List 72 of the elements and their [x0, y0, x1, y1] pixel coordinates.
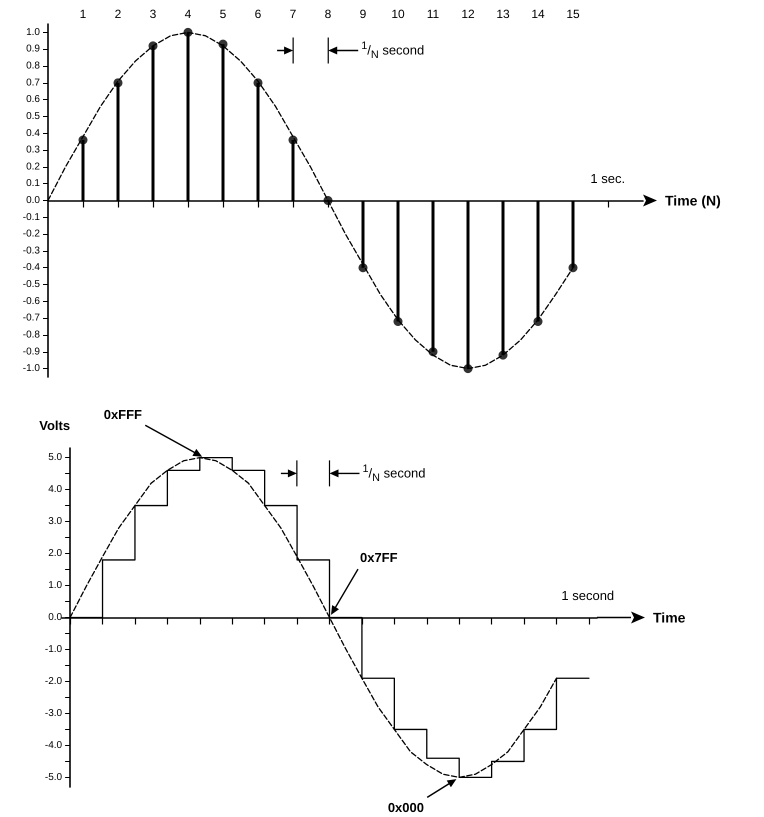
y-tick-label: 0.3 [26, 144, 40, 156]
point [464, 364, 472, 374]
x-tick-label: 13 [496, 7, 510, 21]
x-tick-label: 15 [566, 7, 580, 21]
x-tick-label: 5 [220, 7, 227, 21]
y-axis-title: Volts [39, 418, 70, 433]
x-tick-label: 9 [360, 7, 367, 21]
annotation: $^{1}$/$_{N}$ second [361, 38, 424, 63]
y-tick-label: -3.0 [44, 708, 63, 719]
y-tick-label: -0.1 [22, 212, 40, 223]
x-axis-title: Time (N) [665, 192, 721, 208]
y-tick-label: -1.0 [22, 363, 40, 374]
y-tick-label: -0.9 [22, 346, 40, 358]
x-tick-label: 12 [461, 7, 475, 21]
point [114, 78, 122, 88]
x-tick-label: 3 [150, 7, 157, 21]
annotation: 0x7FF [360, 550, 398, 566]
y-tick-label: -0.6 [22, 296, 40, 307]
point [148, 41, 158, 50]
text: 0xFFF [104, 407, 142, 424]
x-tick-label: 14 [531, 7, 545, 21]
annotation: 1 second [561, 588, 614, 604]
point [428, 347, 438, 356]
y-tick-label: 0.0 [26, 195, 40, 206]
x-tick-label: 1 [80, 7, 87, 21]
y-tick-label: 0.7 [26, 77, 40, 88]
y-tick-label: -0.8 [22, 329, 40, 340]
y-tick-label: 5.0 [48, 452, 63, 464]
y-tick-label: -0.2 [22, 228, 40, 240]
y-tick-label: 0.6 [26, 94, 40, 106]
point [358, 263, 368, 272]
y-tick-label: 2.0 [48, 548, 63, 560]
y-tick-label: 0.0 [48, 612, 63, 623]
text: 0x000 [388, 800, 424, 816]
y-tick-label: -5.0 [44, 772, 63, 783]
x-tick-label: 11 [426, 7, 440, 21]
y-tick-label: 3.0 [48, 516, 63, 528]
annotation: 1 sec. [590, 170, 626, 186]
point [534, 317, 542, 326]
point [184, 28, 192, 37]
y-tick-label: 0.4 [26, 128, 40, 139]
x-tick-label: 10 [391, 7, 405, 21]
point [218, 40, 228, 49]
y-tick-label: -0.7 [22, 312, 40, 324]
y-tick-label: 0.9 [26, 44, 40, 55]
y-tick-label: -0.4 [22, 262, 40, 274]
y-tick-label: -4.0 [44, 740, 63, 751]
x-tick-label: 6 [254, 7, 262, 21]
y-tick-label: 0.1 [26, 178, 40, 190]
y-tick-label: 0.8 [26, 60, 40, 72]
y-tick-label: 1.0 [48, 580, 63, 592]
y-tick-label: 1.0 [26, 26, 40, 38]
point [498, 350, 508, 360]
point [254, 78, 262, 88]
y-tick-label: 0.2 [26, 161, 40, 172]
y-tick-label: -0.3 [22, 245, 40, 256]
point [288, 135, 298, 144]
y-tick-label: -0.5 [22, 279, 40, 290]
x-tick-label: 4 [184, 7, 192, 21]
annotation: $^{1}$/$_{N}$ second [362, 462, 426, 486]
x-tick-label: 8 [324, 7, 332, 21]
point [394, 317, 402, 326]
point [78, 135, 88, 144]
y-tick-label: -2.0 [44, 676, 63, 687]
y-tick-label: -1.0 [44, 644, 63, 655]
x-axis-title: Time [653, 610, 686, 626]
point [568, 263, 578, 272]
y-tick-label: 0.5 [26, 110, 40, 122]
point [324, 196, 332, 205]
x-tick-label: 2 [114, 7, 122, 21]
y-tick-label: 4.0 [48, 484, 63, 496]
x-tick-label: 7 [290, 7, 297, 21]
